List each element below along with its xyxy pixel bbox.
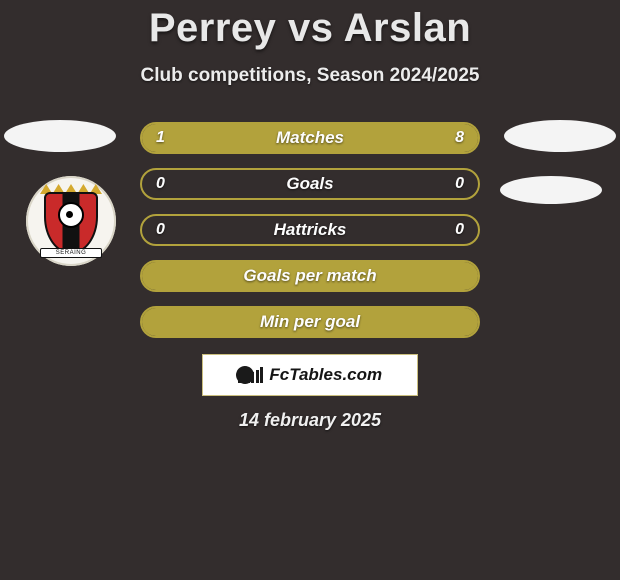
stat-label: Goals per match	[243, 266, 376, 286]
stat-bar: 1 8 Matches	[140, 122, 480, 154]
fctables-logo-icon	[238, 367, 264, 383]
stat-value-left: 1	[156, 129, 165, 147]
fctables-badge-label: FcTables.com	[269, 365, 382, 385]
stat-bar: Min per goal	[140, 306, 480, 338]
stat-label: Matches	[276, 128, 344, 148]
stat-label: Min per goal	[260, 312, 360, 332]
player-right-crest-placeholder	[500, 176, 602, 204]
stat-value-right: 0	[455, 175, 464, 193]
stat-fill-left	[142, 124, 202, 152]
stat-value-right: 0	[455, 221, 464, 239]
page-subtitle: Club competitions, Season 2024/2025	[0, 65, 620, 87]
page-title: Perrey vs Arslan	[0, 0, 620, 51]
player-right-avatar-placeholder	[504, 120, 616, 152]
badge-bar-segment	[260, 367, 263, 383]
stat-value-left: 0	[156, 175, 165, 193]
stat-bar: Goals per match	[140, 260, 480, 292]
stat-label: Hattricks	[274, 220, 347, 240]
stat-bar: 0 0 Goals	[140, 168, 480, 200]
stat-bar: 0 0 Hattricks	[140, 214, 480, 246]
snapshot-date: 14 february 2025	[0, 410, 620, 431]
club-crest-shield: SERAING	[40, 186, 102, 256]
badge-bar-segment	[256, 370, 259, 383]
crest-lion-icon	[58, 202, 84, 228]
player-left-avatar-placeholder	[4, 120, 116, 152]
club-crest-left: SERAING	[26, 176, 116, 266]
fctables-badge[interactable]: FcTables.com	[202, 354, 418, 396]
stat-value-left: 0	[156, 221, 165, 239]
stats-panel: 1 8 Matches 0 0 Goals 0 0 Hattricks Goals per mat…	[140, 122, 480, 338]
stat-label: Goals	[286, 174, 333, 194]
crest-ribbon: SERAING	[40, 248, 102, 258]
stat-value-right: 8	[455, 129, 464, 147]
